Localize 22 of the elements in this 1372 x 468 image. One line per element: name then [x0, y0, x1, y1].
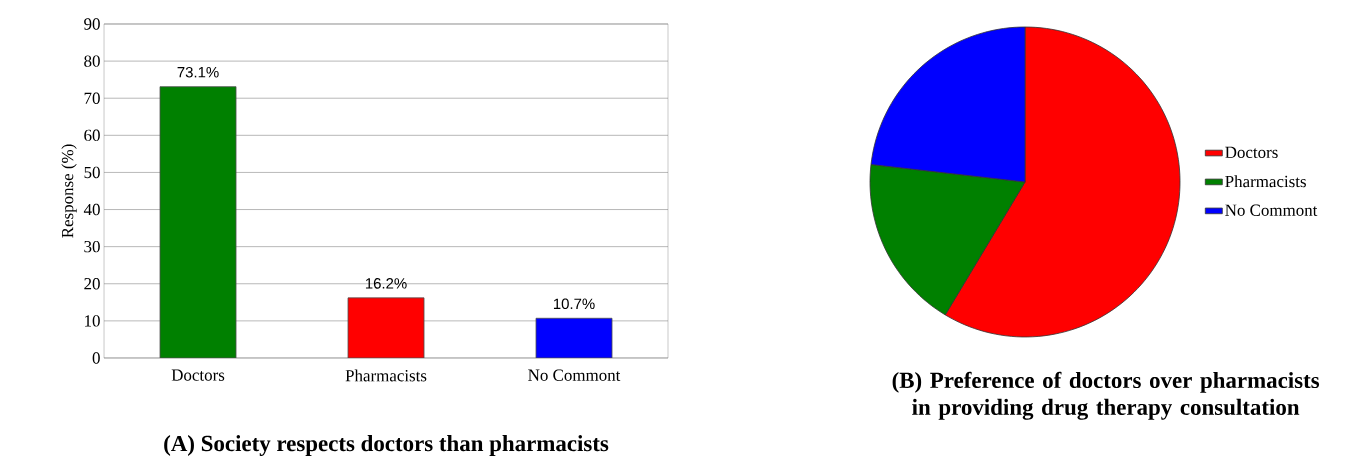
legend-label: No Commont [1225, 204, 1318, 216]
y-tick-label: 10 [85, 315, 100, 327]
y-tick-label: 60 [84, 129, 100, 142]
legend-label: Doctors [1225, 146, 1278, 158]
y-tick-label: 0 [92, 352, 100, 364]
y-tick-label: 30 [84, 240, 100, 253]
text: (B) Preference of doctors over pharmacists in providing drug therapy consultation [892, 371, 1320, 420]
legend-label: Pharmacists [1225, 175, 1306, 188]
x-tick-label: Pharmacists [345, 369, 427, 382]
y-tick-label: 20 [84, 278, 100, 290]
data-label: 16.2% [365, 278, 407, 289]
y-tick-label: 70 [84, 92, 100, 104]
y-tick-label: 90 [84, 18, 100, 30]
x-tick-label: No Commont [528, 369, 621, 381]
data-label: 73.1% [177, 66, 219, 78]
y-tick-label: 50 [84, 166, 100, 179]
y-tick-label: 80 [84, 55, 100, 67]
y-axis-title: Response (%) [61, 144, 77, 238]
text: (A) Society respects doctors than pharmacists [164, 435, 609, 456]
y-tick-label: 40 [83, 203, 100, 216]
data-label: 10.7% [553, 298, 595, 310]
x-tick-label: Doctors [171, 369, 225, 381]
